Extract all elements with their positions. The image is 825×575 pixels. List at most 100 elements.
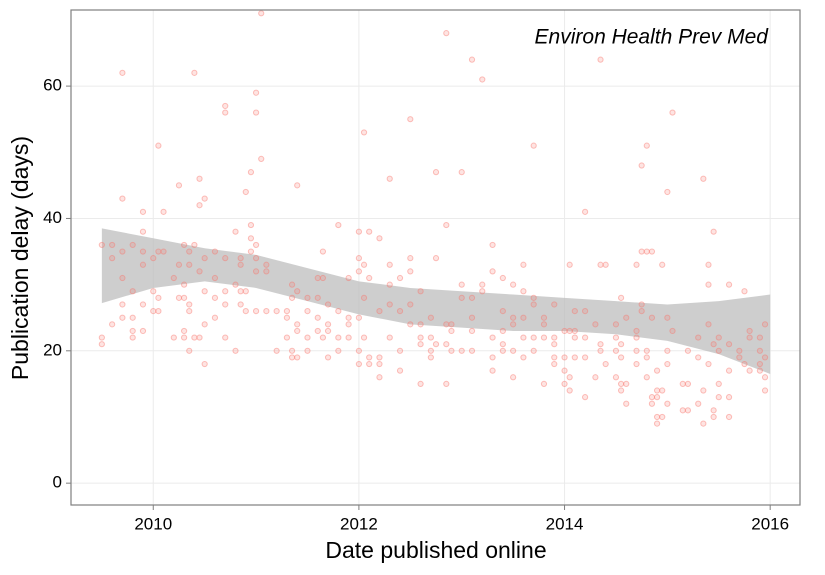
point [335, 308, 342, 315]
point [530, 347, 537, 354]
point [181, 281, 188, 288]
point [186, 301, 193, 308]
point [186, 261, 193, 268]
point [489, 241, 496, 249]
band-layer [101, 228, 771, 374]
point [360, 334, 368, 341]
point [211, 248, 219, 255]
point [520, 354, 527, 361]
point [417, 380, 424, 387]
point [432, 169, 440, 176]
point [638, 248, 645, 255]
point [345, 314, 352, 321]
point [566, 387, 573, 394]
point [191, 334, 198, 341]
point [139, 261, 147, 268]
point [98, 241, 105, 249]
point [443, 30, 450, 37]
point [386, 281, 393, 288]
point [170, 334, 177, 341]
point [129, 241, 136, 249]
point [191, 69, 198, 76]
point [181, 327, 188, 335]
point [396, 308, 404, 315]
y-tick-label: 60 [43, 76, 62, 95]
point [571, 327, 578, 335]
point [119, 195, 126, 202]
point [139, 208, 147, 215]
point [150, 288, 157, 295]
point [150, 255, 157, 262]
point [684, 407, 692, 414]
x-tick-label: 2010 [134, 514, 172, 533]
point [653, 387, 661, 394]
point [695, 334, 702, 341]
point [571, 334, 578, 341]
point [566, 374, 573, 381]
point [232, 228, 239, 235]
point [360, 294, 368, 301]
point [252, 89, 260, 96]
point [386, 334, 393, 341]
point [324, 354, 332, 361]
point [530, 294, 537, 301]
point [252, 255, 260, 262]
point [617, 341, 625, 348]
point [468, 314, 476, 321]
point [247, 235, 255, 242]
point [530, 301, 537, 308]
point [170, 274, 177, 282]
point [201, 360, 208, 368]
point [561, 380, 568, 387]
point [725, 413, 733, 421]
point [288, 347, 296, 354]
point [232, 347, 239, 354]
point [181, 334, 188, 341]
point [376, 235, 383, 242]
point [273, 308, 280, 315]
point [304, 294, 311, 301]
point [617, 354, 625, 361]
point [119, 248, 126, 255]
point [109, 241, 116, 249]
point [489, 367, 496, 374]
point [155, 294, 162, 301]
point [98, 341, 105, 348]
point [551, 354, 558, 361]
point [407, 116, 414, 123]
point [98, 334, 105, 341]
point [129, 314, 136, 321]
point [592, 321, 599, 328]
point [345, 321, 352, 328]
point [664, 188, 671, 196]
point [360, 261, 368, 268]
x-tick-label: 2016 [751, 514, 789, 533]
y-tick-label: 40 [43, 208, 62, 227]
point [617, 387, 625, 394]
point [736, 354, 743, 361]
point [551, 334, 558, 341]
point [705, 281, 712, 288]
point [294, 327, 301, 335]
point [592, 374, 599, 381]
point [597, 347, 604, 354]
point [119, 274, 126, 282]
annotation: Environ Health Prev Med [535, 26, 770, 49]
point [761, 387, 769, 394]
point [612, 374, 620, 381]
point [679, 380, 686, 387]
point [232, 281, 239, 288]
point [643, 248, 650, 255]
point [540, 334, 548, 341]
point [571, 308, 578, 315]
point [643, 354, 650, 361]
point [617, 380, 625, 387]
point [366, 360, 373, 368]
point [242, 308, 249, 315]
point [201, 195, 208, 202]
point [597, 56, 604, 63]
point [196, 202, 203, 209]
point [324, 321, 332, 328]
point [458, 294, 465, 301]
